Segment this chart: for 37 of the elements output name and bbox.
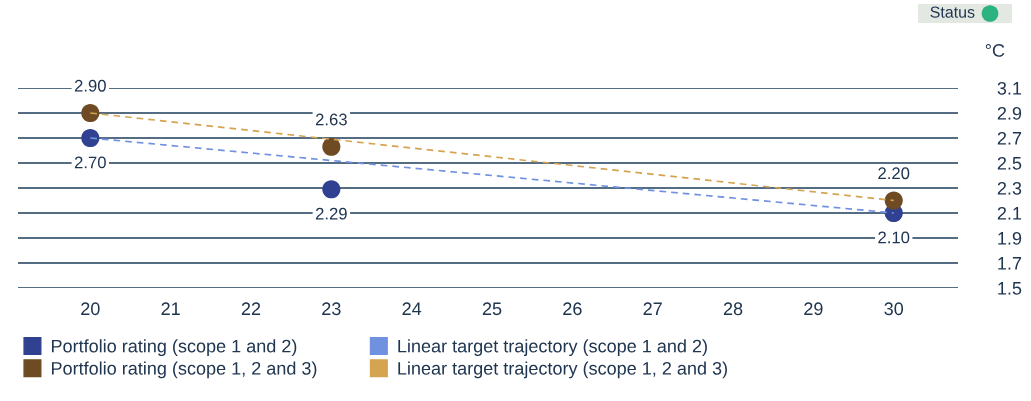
y-tick-label: 1.7 [998,257,1022,270]
point [81,103,100,123]
data-label: 2.63 [315,113,347,126]
data-label: 2.10 [878,231,910,244]
x-tick-label: 28 [723,302,743,316]
data-label: 2.29 [315,207,347,220]
x-tick-label: 30 [884,302,904,316]
x-tick-label: 22 [241,302,261,315]
point [884,191,903,210]
x-tick-label: 24 [402,302,422,315]
x-tick-label: 21 [161,302,180,315]
legend-label: Portfolio rating (scope 1, 2 and 3) [51,361,317,379]
x-tick-label: 29 [804,302,823,316]
data-label: 2.90 [74,79,106,92]
legend-label: Portfolio rating (scope 1 and 2) [51,339,297,357]
legend-label: Linear target trajectory (scope 1, 2 and 3) [398,361,727,379]
x-tick-label: 25 [482,302,502,316]
y-tick-label: 3.1 [997,81,1022,95]
data-label: 2.70 [74,156,106,169]
x-tick-label: 27 [643,302,662,315]
data-label: 2.20 [878,167,910,180]
point [81,128,100,148]
point [322,180,341,199]
y-tick-label: 1.9 [998,231,1022,245]
text: Status [930,6,975,18]
point [322,137,341,156]
x-tick-label: 20 [81,302,100,316]
y-tick-label: 2.5 [997,156,1022,170]
y-axis-title: °C [985,44,1005,57]
x-tick-label: 23 [322,302,341,316]
legend-label: Linear target trajectory (scope 1 and 2) [398,339,707,357]
y-tick-label: 2.1 [997,206,1022,220]
y-tick-label: 1.5 [998,282,1022,295]
x-tick-label: 26 [563,302,582,316]
y-tick-label: 2.7 [997,131,1022,145]
y-tick-label: 2.9 [997,106,1022,120]
y-tick-label: 2.3 [997,181,1022,195]
